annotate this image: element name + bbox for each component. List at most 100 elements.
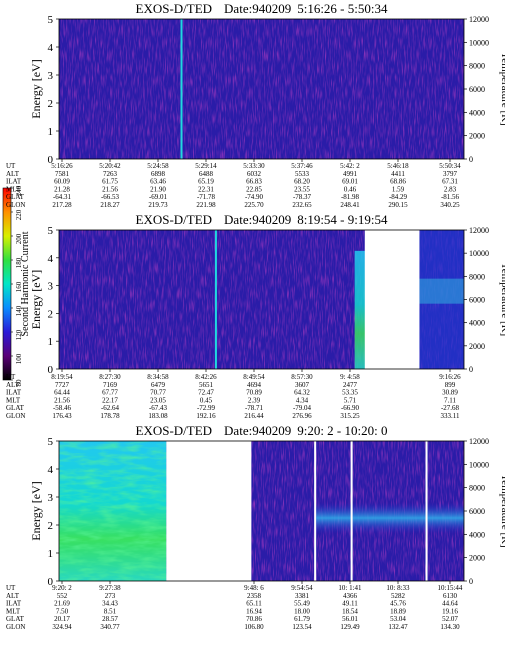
table-cell: 68.86 — [390, 178, 406, 186]
row-label: GLON — [6, 201, 25, 209]
table-cell: -72.99 — [197, 404, 216, 412]
temperature-tick-label: 6000 — [469, 85, 485, 94]
temperature-tick-label: 8000 — [469, 272, 485, 281]
table-cell: 65.11 — [246, 600, 262, 608]
table-cell: 216.44 — [244, 412, 264, 420]
temperature-axis: 0 2000 4000 6000 8000 10000 12000 Temperature [… — [464, 226, 505, 374]
table-cell: 3607 — [295, 381, 310, 389]
spectrogram-spike — [180, 19, 183, 159]
data-gap — [364, 229, 420, 370]
table-cell: 3797 — [443, 170, 458, 178]
temperature-tick-label: 0 — [469, 577, 473, 586]
energy-axis: 0 1 2 3 4 5 Energy [eV] — [29, 436, 59, 588]
table-cell: 276.96 — [292, 412, 312, 420]
table-cell: 4694 — [247, 381, 262, 389]
temperature-axis: 0 2000 4000 6000 8000 10000 12000 Temperature [… — [464, 437, 505, 586]
energy-tick-label: 4 — [48, 464, 54, 476]
table-cell: -79.04 — [293, 404, 312, 412]
table-cell: 217.28 — [52, 201, 72, 209]
table-cell: 18.54 — [342, 607, 358, 615]
table-cell: 18.89 — [390, 607, 406, 615]
table-cell: -69.01 — [149, 193, 168, 201]
energy-axis: 0 1 2 3 4 5 Energy [eV] — [29, 14, 59, 166]
table-cell: -74.90 — [245, 193, 264, 201]
colorbar-ticks: 80 100 120 140 160 180 200 220 240 — [11, 185, 23, 387]
table-cell: -81.56 — [441, 193, 460, 201]
table-cell: 70.77 — [150, 389, 166, 397]
colorbar-tick-label: 200 — [15, 233, 23, 244]
panel-date: Date:940209 — [224, 212, 291, 227]
row-label: GLAT — [6, 404, 25, 412]
temperature-axis: 0 2000 4000 6000 8000 10000 12000 Temperature [… — [464, 15, 505, 164]
table-cell: 28.57 — [102, 615, 118, 623]
temperature-tick-label: 2000 — [469, 554, 485, 563]
table-cell: 8:27:30 — [99, 373, 121, 381]
spectrogram-enhancement — [354, 250, 367, 369]
table-cell: 69.01 — [342, 178, 358, 186]
table-cell: 5:46:18 — [387, 162, 409, 170]
table-cell: 5:20:42 — [99, 162, 121, 170]
energy-tick-label: 4 — [48, 253, 54, 265]
temperature-tick-label: 10000 — [469, 38, 489, 47]
row-label: UT — [6, 162, 16, 170]
table-cell: 64.44 — [54, 389, 70, 397]
table-cell: -27.68 — [441, 404, 460, 412]
temperature-tick-label: 2000 — [469, 342, 485, 351]
table-cell: -78.71 — [245, 404, 264, 412]
energy-axis-label: Energy [eV] — [29, 270, 43, 329]
row-label: UT — [6, 584, 16, 592]
colorbar-tick-label: 140 — [15, 305, 23, 316]
table-cell: 4411 — [391, 170, 405, 178]
panel-time-range: 9:20: 2 - 10:20: 0 — [297, 423, 387, 438]
row-label: MLT — [6, 185, 21, 193]
table-cell: 132.47 — [388, 623, 408, 631]
table-cell: 5:29:14 — [195, 162, 217, 170]
table-cell: -66.90 — [341, 404, 360, 412]
table-cell: 324.94 — [52, 623, 72, 631]
table-cell: 23.55 — [294, 185, 310, 193]
table-cell: 61.79 — [294, 615, 310, 623]
table-cell: 45.76 — [390, 600, 406, 608]
energy-tick-label: 5 — [48, 14, 54, 26]
temperature-tick-label: 4000 — [469, 108, 485, 117]
panel-1: EXOS-D/TED Date:940209 5:16:26 - 5:50:34 0 1… — [6, 1, 505, 209]
data-gap — [166, 440, 252, 582]
table-cell: 8.51 — [104, 607, 117, 615]
table-cell: 21.56 — [54, 396, 70, 404]
table-cell: 176.43 — [52, 412, 72, 420]
temperature-tick-label: 12000 — [469, 15, 489, 24]
table-cell: -64.31 — [53, 193, 72, 201]
table-cell: 134.30 — [440, 623, 460, 631]
table-cell: 8:19:54 — [51, 373, 73, 381]
table-cell: 232.65 — [292, 201, 312, 209]
table-cell: 0.46 — [344, 185, 357, 193]
table-cell: 5:33:30 — [243, 162, 265, 170]
table-cell: 3381 — [295, 592, 310, 600]
table-cell: 106.80 — [244, 623, 264, 631]
table-cell: 290.15 — [388, 201, 408, 209]
table-cell: 23.05 — [150, 396, 166, 404]
table-cell: -81.98 — [341, 193, 360, 201]
table-cell: 66.83 — [246, 178, 262, 186]
table-cell: 70.89 — [246, 389, 262, 397]
colorbar-tick-label: 120 — [15, 329, 23, 340]
table-cell: 30.89 — [442, 389, 458, 397]
temperature-tick-label: 4000 — [469, 319, 485, 328]
table-cell: 6488 — [199, 170, 214, 178]
row-label: GLAT — [6, 193, 25, 201]
panel-time-range: 8:19:54 - 9:19:54 — [297, 212, 388, 227]
table-cell: 5:50:34 — [439, 162, 461, 170]
table-cell: 5:42: 2 — [340, 162, 360, 170]
panel-instrument: EXOS-D/TED — [136, 423, 213, 438]
spectrogram-enhancement-texture — [59, 441, 167, 581]
table-cell: 9:54:54 — [291, 584, 313, 592]
table-cell: 221.98 — [196, 201, 216, 209]
table-cell: 315.25 — [340, 412, 360, 420]
table-cell: 5651 — [199, 381, 214, 389]
energy-tick-label: 2 — [48, 520, 54, 532]
table-cell: 9:48: 6 — [244, 584, 264, 592]
table-cell: -78.37 — [293, 193, 312, 201]
table-cell: 273 — [105, 592, 116, 600]
